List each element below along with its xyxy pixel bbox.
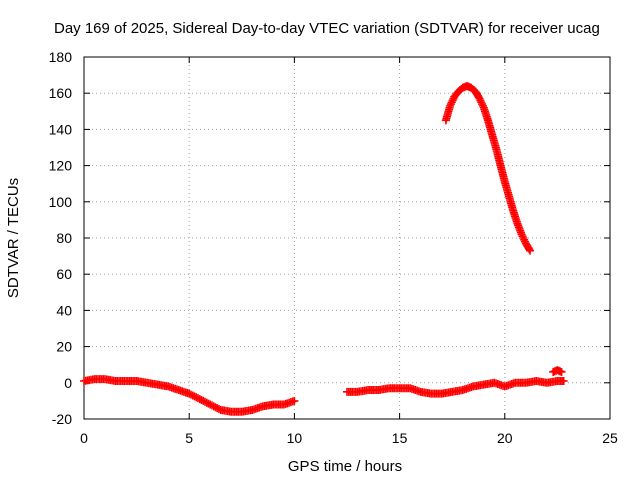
data-point [202, 398, 211, 407]
y-tick-label: 180 [49, 49, 73, 65]
data-point [519, 234, 528, 242]
y-tick-label: 140 [49, 121, 73, 137]
data-point [477, 98, 486, 107]
series-4 [549, 366, 566, 376]
data-point [200, 397, 209, 406]
y-tick-label: 60 [56, 266, 72, 282]
data-point [557, 367, 566, 376]
x-tick-label: 20 [497, 430, 513, 446]
data-point [209, 402, 218, 411]
data-point [192, 393, 201, 402]
data-point [206, 400, 215, 409]
x-tick-label: 10 [287, 430, 303, 446]
data-point [526, 246, 535, 255]
x-axis-label: GPS time / hours [288, 458, 402, 475]
data-point [478, 100, 487, 109]
data-point [446, 100, 455, 109]
y-tick-label: 160 [49, 85, 73, 101]
data-marks [80, 81, 568, 416]
grid [84, 57, 610, 419]
data-point [199, 396, 208, 405]
plot-frame [83, 56, 611, 420]
data-point [517, 230, 526, 239]
data-point [476, 96, 485, 105]
data-point [188, 391, 197, 400]
axis-ticks: 0 5 10 15 20 25 -20 0 20 40 60 80 100 120 140 160 180 [49, 49, 618, 446]
series-3 [441, 81, 535, 255]
y-tick-label: -20 [52, 411, 72, 427]
x-tick-label: 5 [185, 430, 193, 446]
y-tick-label: 20 [56, 339, 72, 355]
data-point [195, 395, 204, 404]
series-1 [80, 375, 299, 416]
chart-title: Day 169 of 2025, Sidereal Day-to-day VTE… [54, 20, 600, 37]
data-point [215, 405, 224, 414]
data-point [204, 399, 213, 408]
y-axis-label: SDTVAR / TECUs [5, 178, 22, 298]
data-point [448, 96, 457, 105]
data-point [207, 401, 216, 410]
y-tick-label: 80 [56, 230, 72, 246]
data-point [520, 235, 529, 244]
data-point [186, 390, 195, 399]
data-point [525, 245, 534, 254]
data-point [478, 101, 487, 110]
data-point [190, 392, 199, 401]
data-point [446, 101, 455, 110]
series-2 [343, 376, 568, 398]
data-point [518, 232, 527, 241]
data-point [185, 389, 194, 398]
data-point [213, 404, 222, 413]
data-point [211, 403, 220, 412]
y-tick-label: 40 [56, 302, 72, 318]
data-point [193, 394, 202, 403]
x-tick-label: 0 [80, 430, 88, 446]
y-tick-label: 0 [64, 375, 72, 391]
data-point [559, 376, 568, 385]
data-point [290, 396, 299, 405]
data-point [197, 395, 206, 404]
x-tick-label: 25 [602, 430, 618, 446]
data-point [447, 98, 456, 107]
y-tick-label: 100 [49, 194, 73, 210]
data-point [475, 94, 484, 103]
x-tick-label: 15 [392, 430, 408, 446]
y-tick-label: 120 [49, 158, 73, 174]
